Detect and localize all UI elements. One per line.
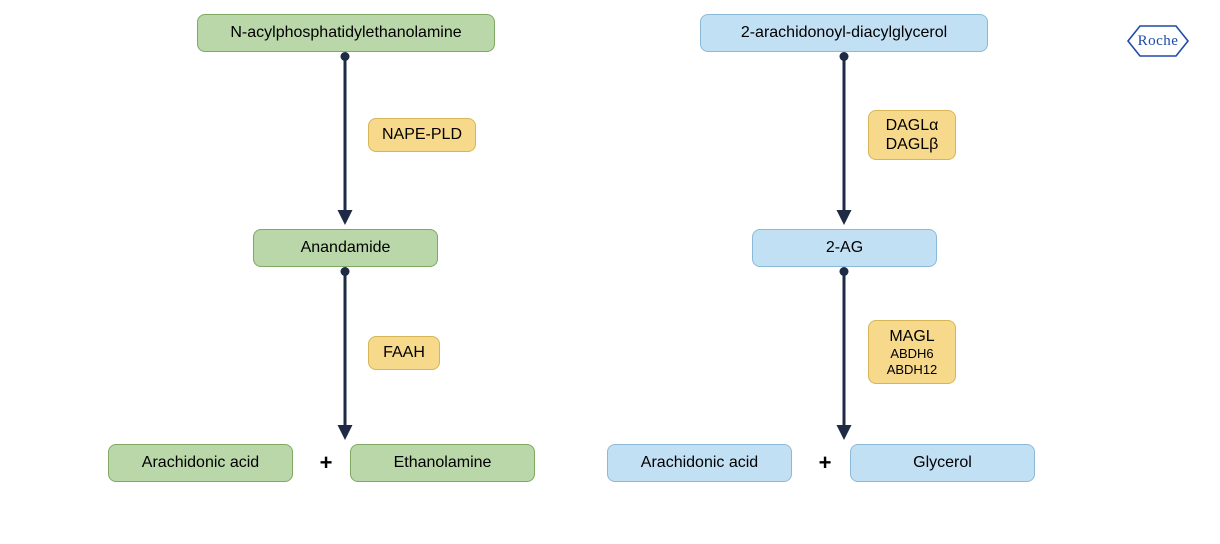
node-label: Glycerol: [913, 453, 972, 472]
node-glycerol: Glycerol: [850, 444, 1035, 482]
node-label: Anandamide: [301, 238, 391, 257]
roche-logo: Roche: [1126, 24, 1190, 58]
enzyme-line: DAGLα: [886, 116, 939, 135]
enzyme-magl: MAGL ABDH6 ABDH12: [868, 320, 956, 384]
node-ethanolamine: Ethanolamine: [350, 444, 535, 482]
node-anandamide: Anandamide: [253, 229, 438, 267]
node-nape: N-acylphosphatidylethanolamine: [197, 14, 495, 52]
node-label: 2-AG: [826, 238, 863, 257]
enzyme-nape-pld: NAPE-PLD: [368, 118, 476, 152]
enzyme-line: ABDH12: [887, 362, 938, 378]
node-label: NAPE-PLD: [382, 125, 462, 144]
enzyme-line: DAGLβ: [886, 135, 939, 154]
node-label: Ethanolamine: [394, 453, 492, 472]
plus-left: +: [313, 450, 339, 476]
node-2ag: 2-AG: [752, 229, 937, 267]
node-label: FAAH: [383, 343, 425, 362]
node-label: N-acylphosphatidylethanolamine: [230, 23, 461, 42]
node-label: Arachidonic acid: [142, 453, 259, 472]
enzyme-line: MAGL: [889, 327, 934, 346]
plus-right: +: [812, 450, 838, 476]
logo-text: Roche: [1138, 33, 1179, 50]
node-dag: 2-arachidonoyl-diacylglycerol: [700, 14, 988, 52]
node-arachidonic-left: Arachidonic acid: [108, 444, 293, 482]
enzyme-line: ABDH6: [890, 346, 933, 362]
enzyme-faah: FAAH: [368, 336, 440, 370]
node-label: 2-arachidonoyl-diacylglycerol: [741, 23, 947, 42]
node-label: Arachidonic acid: [641, 453, 758, 472]
enzyme-dagl: DAGLα DAGLβ: [868, 110, 956, 160]
node-arachidonic-right: Arachidonic acid: [607, 444, 792, 482]
